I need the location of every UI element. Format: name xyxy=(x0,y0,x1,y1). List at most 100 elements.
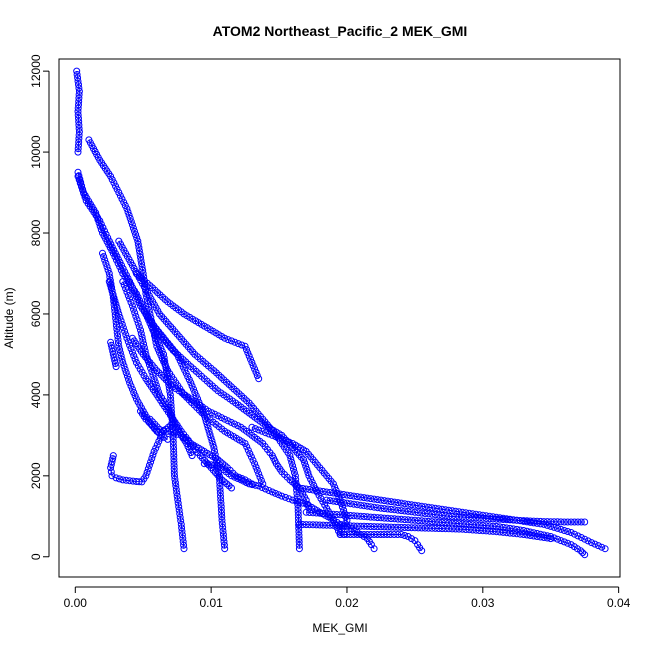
data-point xyxy=(203,421,211,429)
data-point xyxy=(295,484,303,492)
data-point xyxy=(128,302,136,310)
data-point xyxy=(506,529,514,537)
data-point xyxy=(404,500,412,508)
data-point xyxy=(75,118,83,126)
data-point xyxy=(363,522,371,530)
data-point xyxy=(170,448,178,456)
x-tick-label: 0.01 xyxy=(199,596,223,610)
y-tick-label: 4000 xyxy=(29,381,43,408)
data-point xyxy=(79,186,87,194)
data-point xyxy=(153,367,161,375)
data-point xyxy=(333,498,341,506)
data-point xyxy=(109,294,117,302)
data-point xyxy=(246,450,254,458)
data-point xyxy=(148,368,156,376)
data-point xyxy=(122,476,130,484)
data-point xyxy=(357,512,365,520)
data-point xyxy=(411,501,419,509)
data-point xyxy=(75,101,82,109)
data-point xyxy=(262,429,269,437)
data-point xyxy=(564,528,572,535)
data-point xyxy=(177,431,185,439)
data-point xyxy=(106,273,114,281)
data-point xyxy=(340,511,348,519)
data-point xyxy=(360,513,368,520)
data-point xyxy=(428,518,436,526)
data-point xyxy=(251,365,259,373)
data-point xyxy=(397,515,405,523)
data-point xyxy=(216,482,224,490)
data-point xyxy=(191,389,199,396)
data-point xyxy=(102,259,110,267)
data-point xyxy=(513,525,521,533)
data-point xyxy=(245,480,253,488)
data-point xyxy=(130,352,138,360)
data-point xyxy=(560,518,568,526)
data-point xyxy=(601,545,609,553)
data-point xyxy=(125,211,133,219)
data-point xyxy=(253,372,261,379)
data-point xyxy=(445,506,453,514)
data-point xyxy=(567,518,575,526)
data-point xyxy=(557,518,565,526)
data-point xyxy=(496,523,504,531)
data-point xyxy=(185,376,193,384)
data-point xyxy=(149,371,157,379)
data-point xyxy=(137,253,144,261)
data-point xyxy=(113,329,121,336)
data-point xyxy=(216,489,224,497)
data-point xyxy=(391,515,398,523)
data-point xyxy=(513,530,521,538)
data-point xyxy=(109,290,117,298)
data-point xyxy=(252,463,260,471)
data-point xyxy=(560,538,568,546)
data-point xyxy=(574,532,582,540)
data-point xyxy=(492,513,500,521)
data-point xyxy=(516,517,524,525)
data-point xyxy=(543,534,551,542)
data-point xyxy=(550,523,558,531)
data-point xyxy=(221,334,229,342)
data-point xyxy=(323,510,331,518)
data-point xyxy=(350,522,358,530)
data-point xyxy=(282,437,290,445)
data-point xyxy=(336,529,344,536)
data-point xyxy=(78,183,85,191)
data-point xyxy=(384,497,392,505)
data-point xyxy=(265,487,273,494)
data-point xyxy=(516,530,524,538)
data-point xyxy=(75,91,83,99)
data-point xyxy=(142,350,150,358)
data-point xyxy=(157,351,165,359)
data-point xyxy=(178,527,186,535)
data-point xyxy=(75,125,83,132)
data-point xyxy=(537,533,544,541)
data-point xyxy=(482,512,490,520)
data-point xyxy=(247,453,255,461)
data-point xyxy=(387,523,395,531)
data-point xyxy=(374,514,381,522)
data-point xyxy=(299,485,307,492)
data-point xyxy=(122,331,130,339)
data-point xyxy=(312,509,320,517)
data-point xyxy=(124,208,132,216)
data-point xyxy=(112,474,120,482)
data-point xyxy=(577,534,585,541)
data-point xyxy=(353,501,361,509)
profile-series xyxy=(107,338,120,371)
data-point xyxy=(581,518,589,526)
data-point xyxy=(223,480,231,488)
data-point xyxy=(174,430,182,438)
data-point xyxy=(119,324,127,332)
data-point xyxy=(115,475,123,483)
data-point xyxy=(288,458,296,466)
data-point xyxy=(380,523,388,531)
data-point xyxy=(112,363,120,371)
data-point xyxy=(302,485,310,493)
data-point xyxy=(363,531,371,538)
data-point xyxy=(209,440,217,448)
data-point xyxy=(353,512,361,520)
data-point xyxy=(509,516,517,524)
data-point xyxy=(107,280,115,288)
data-point xyxy=(128,221,136,229)
